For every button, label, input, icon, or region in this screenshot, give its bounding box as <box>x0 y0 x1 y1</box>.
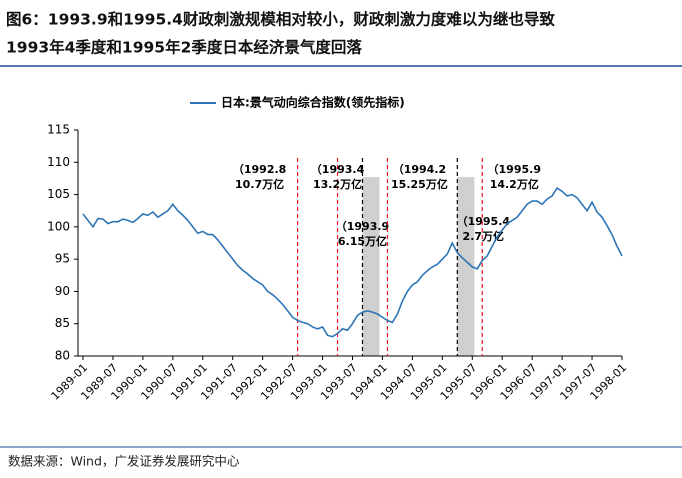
y-tick-label: 90 <box>55 284 70 298</box>
legend-label: 日本:景气动向综合指数(领先指标) <box>221 95 405 110</box>
shaded-period <box>457 177 475 356</box>
source: 数据来源：Wind，广发证券发展研究中心 <box>8 454 240 469</box>
y-tick-label: 105 <box>47 187 70 201</box>
chart-title: 1993年4季度和1995年2季度日本经济景气度回落 <box>6 38 362 57</box>
annotation-date: （1993.9 <box>336 220 389 233</box>
annotation-amount: 14.2万亿 <box>490 177 539 191</box>
y-tick-label: 95 <box>55 252 70 266</box>
y-tick-label: 100 <box>47 219 70 233</box>
annotation-amount: 13.2万亿 <box>313 177 362 191</box>
data-line <box>82 187 623 338</box>
annotation-date: （1994.2 <box>393 163 446 176</box>
y-tick-label: 85 <box>55 316 70 330</box>
annotation-date: （1995.9 <box>488 163 541 176</box>
y-tick-label: 115 <box>47 123 70 137</box>
annotation-amount: 10.7万亿 <box>235 177 284 191</box>
annotation-date: （1993.4 <box>311 163 365 176</box>
annotation-date: （1995.4 <box>457 215 511 228</box>
y-tick-label: 110 <box>47 155 70 169</box>
y-tick-label: 80 <box>55 349 70 363</box>
annotation-date: （1992.8 <box>233 163 286 176</box>
chart-title: 图6：1993.9和1995.4财政刺激规模相对较小，财政刺激力度难以为继也导致 <box>6 10 555 29</box>
annotation-amount: 15.25万亿 <box>391 177 448 191</box>
annotation-amount: 6.15万亿 <box>338 234 387 248</box>
annotation-amount: 2.7万亿 <box>463 229 505 243</box>
shaded-period <box>362 177 380 356</box>
